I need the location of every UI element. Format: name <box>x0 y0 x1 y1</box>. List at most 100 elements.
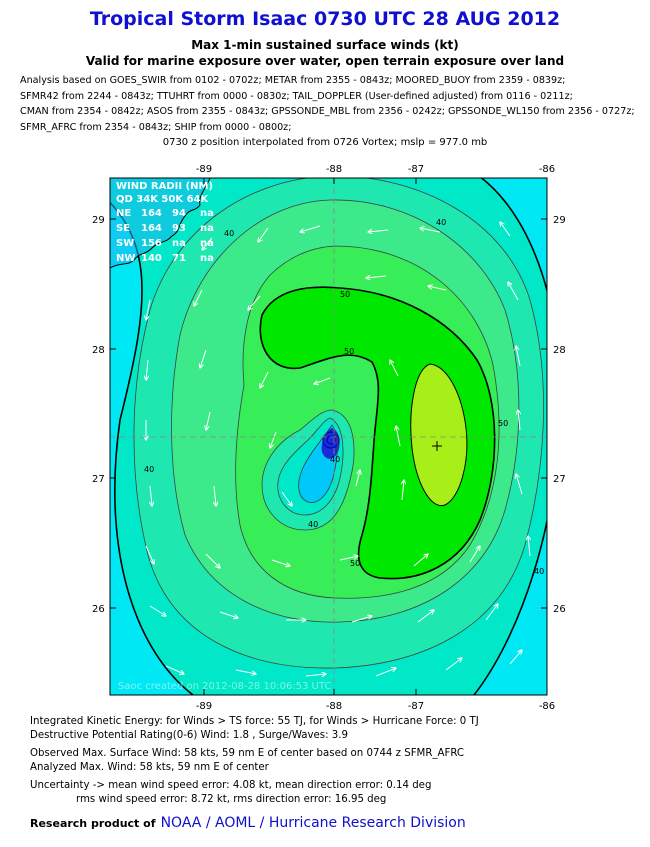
svg-text:na: na <box>200 238 214 249</box>
wind-vector <box>518 410 520 431</box>
map-subtitle-exposure: Valid for marine exposure over water, op… <box>85 54 565 68</box>
wind-vector <box>271 559 290 566</box>
analysis-line: CMAN from 2354 - 0842z; ASOS from 2355 -… <box>20 106 635 118</box>
observed-max-wind: Observed Max. Surface Wind: 58 kts, 59 n… <box>30 748 465 759</box>
contour-label: 50 <box>340 290 350 299</box>
lon-tick-label: -88 <box>326 164 342 175</box>
wind-vector <box>150 485 152 506</box>
wind-vector <box>339 556 358 561</box>
coastline <box>110 178 211 269</box>
wind-vector <box>413 554 428 567</box>
contour-band-50kt <box>260 287 495 579</box>
svg-text:140: 140 <box>141 253 162 264</box>
lon-tick-label: -89 <box>196 164 212 175</box>
contour-line <box>133 178 544 669</box>
lon-tick-label: -86 <box>539 164 555 175</box>
lon-tick-label: -87 <box>408 701 424 712</box>
wind-vector <box>509 650 522 665</box>
wind-vector <box>420 228 441 233</box>
lon-tick-label: -89 <box>196 701 212 712</box>
uncertainty-mean: Uncertainty -> mean wind speed error: 4.… <box>30 780 432 791</box>
analysis-line: SFMR_AFRC from 2354 - 0843z; SHIP from 0… <box>20 121 292 133</box>
lat-tick-label: 26 <box>553 604 566 615</box>
wind-vector <box>202 237 213 250</box>
lon-tick-label: -86 <box>539 701 555 712</box>
wind-vector <box>402 480 404 501</box>
wind-vector <box>248 295 261 310</box>
analyzed-max-wind: Analyzed Max. Wind: 58 kts, 59 nm E of c… <box>30 762 269 773</box>
wind-vector <box>396 426 401 447</box>
wind-vector <box>194 289 203 306</box>
lon-tick-label: -87 <box>408 164 424 175</box>
svg-text:SW: SW <box>116 238 134 249</box>
wind-vector <box>219 611 238 618</box>
wind-vector <box>146 359 148 380</box>
lat-tick-label: 29 <box>553 215 566 226</box>
wind-vector <box>366 276 387 278</box>
lat-tick-label: 27 <box>92 474 105 485</box>
wind-vector <box>149 605 166 616</box>
contour-line <box>235 245 500 599</box>
dpr-text: Destructive Potential Rating(0-6) Wind: … <box>30 730 348 741</box>
svg-text:na: na <box>200 208 214 219</box>
wind-radii-header: WIND RADII (NM) <box>116 181 213 192</box>
wind-vector <box>485 604 498 621</box>
svg-text:na: na <box>200 253 214 264</box>
contour-line <box>171 199 520 623</box>
analysis-line: SFMR42 from 2244 - 0843z; TTUHRT from 00… <box>20 90 573 102</box>
wind-vector <box>235 669 256 674</box>
wind-radii-columns: QD 34K 50K 64K <box>116 194 209 205</box>
analysis-sources: Analysis based on GOES_SWIR from 0102 - … <box>20 73 635 135</box>
svg-text:164: 164 <box>141 223 162 234</box>
lat-tick-label: 26 <box>92 604 105 615</box>
svg-text:71: 71 <box>172 253 186 264</box>
wind-vector <box>508 282 519 301</box>
wind-vector <box>281 491 292 506</box>
wind-radii-row: NW 140 71 na <box>116 253 214 264</box>
svg-text:93: 93 <box>172 223 186 234</box>
storm-eye <box>321 428 340 459</box>
wind-vector <box>417 610 434 623</box>
wind-radii-row: SE 164 93 na <box>116 223 214 234</box>
contour-label: 40 <box>330 455 340 464</box>
contour-label: 50 <box>498 419 508 428</box>
contour-line <box>298 424 338 503</box>
contour-label: 40 <box>436 218 446 227</box>
eye-rings <box>322 431 340 449</box>
svg-text:na: na <box>200 223 214 234</box>
wind-vector <box>145 545 154 564</box>
contour-line <box>261 409 355 531</box>
product-label: Research product of <box>30 817 156 830</box>
contour-label: 40 <box>144 465 154 474</box>
analysis-line: Analysis based on GOES_SWIR from 0102 - … <box>20 75 566 86</box>
wind-vector <box>206 411 211 430</box>
wind-vector <box>351 616 372 623</box>
map-subtitle: Max 1-min sustained surface winds (kt) <box>191 38 459 52</box>
contour-line-50kt <box>259 286 496 580</box>
wind-vector <box>258 227 269 242</box>
wind-vector <box>260 371 269 388</box>
contour-label: 50 <box>344 347 354 356</box>
wind-vector <box>200 349 207 368</box>
map-frame <box>109 177 548 696</box>
ike-text: Integrated Kinetic Energy: for Winds > T… <box>30 716 479 727</box>
svg-text:SE: SE <box>116 223 130 234</box>
research-product: Research product of NOAA / AOML / Hurric… <box>30 812 466 831</box>
max-wind-marker <box>432 441 442 451</box>
wind-vector <box>214 485 216 506</box>
svg-text:164: 164 <box>141 208 162 219</box>
svg-text:na: na <box>172 238 186 249</box>
wind-vectors <box>146 222 530 676</box>
svg-text:NW: NW <box>116 253 135 264</box>
wind-radii-row: NE 164 94 na <box>116 208 214 219</box>
wind-vector <box>146 299 151 320</box>
product-org-link[interactable]: NOAA / AOML / Hurricane Research Divisio… <box>160 815 466 831</box>
map-watermark: Saoc created on 2012-08-28 10:06:53 UTC <box>118 681 331 692</box>
wind-vector <box>314 377 331 384</box>
wind-vector <box>355 470 360 487</box>
uncertainty-rms: rms wind speed error: 8.72 kt, rms direc… <box>76 794 387 805</box>
lat-tick-label: 28 <box>553 345 566 356</box>
svg-text:156: 156 <box>141 238 162 249</box>
wind-vector <box>500 222 511 237</box>
wind-vector <box>469 546 480 563</box>
